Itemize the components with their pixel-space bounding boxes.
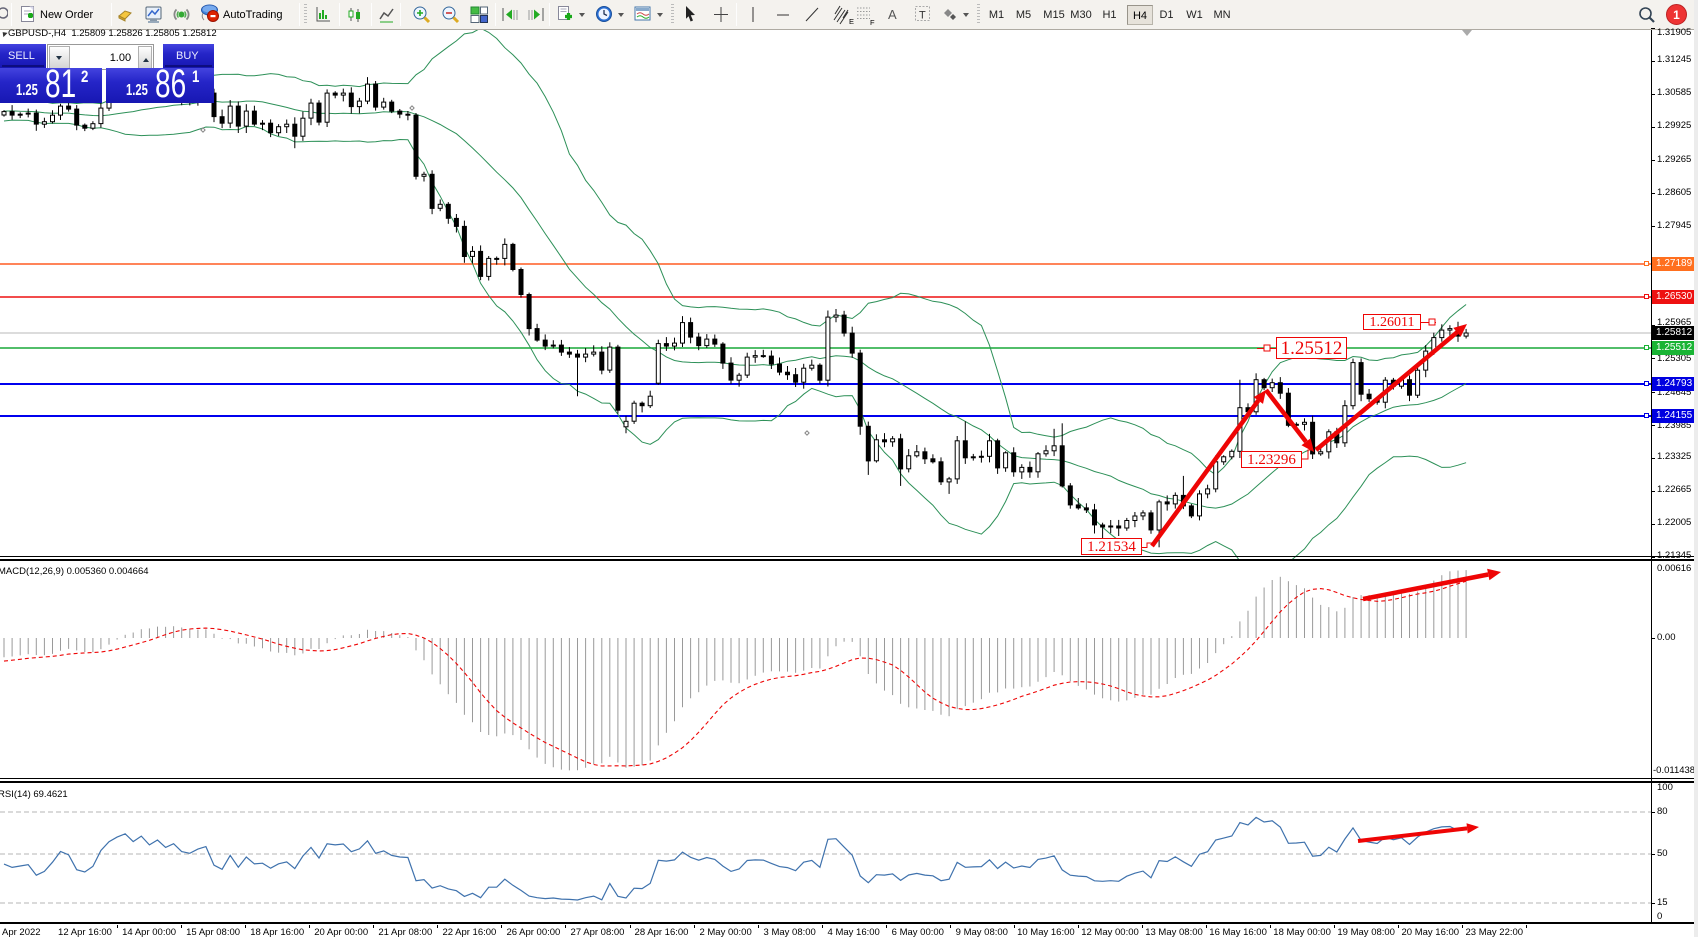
svg-text:T: T [919,10,926,22]
svg-text:F: F [870,18,875,27]
svg-text:E: E [849,17,854,26]
